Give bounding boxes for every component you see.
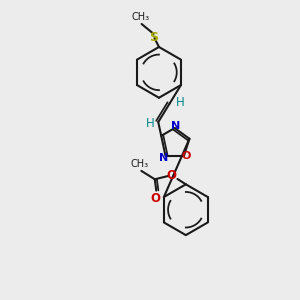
- Text: O: O: [151, 192, 161, 206]
- Text: N: N: [171, 121, 181, 131]
- Text: O: O: [182, 151, 191, 161]
- Text: S: S: [149, 31, 158, 44]
- Text: CH₃: CH₃: [131, 12, 149, 22]
- Text: H: H: [176, 96, 185, 109]
- Text: O: O: [167, 169, 176, 182]
- Text: H: H: [146, 117, 155, 130]
- Text: N: N: [159, 153, 168, 163]
- Text: CH₃: CH₃: [131, 159, 149, 169]
